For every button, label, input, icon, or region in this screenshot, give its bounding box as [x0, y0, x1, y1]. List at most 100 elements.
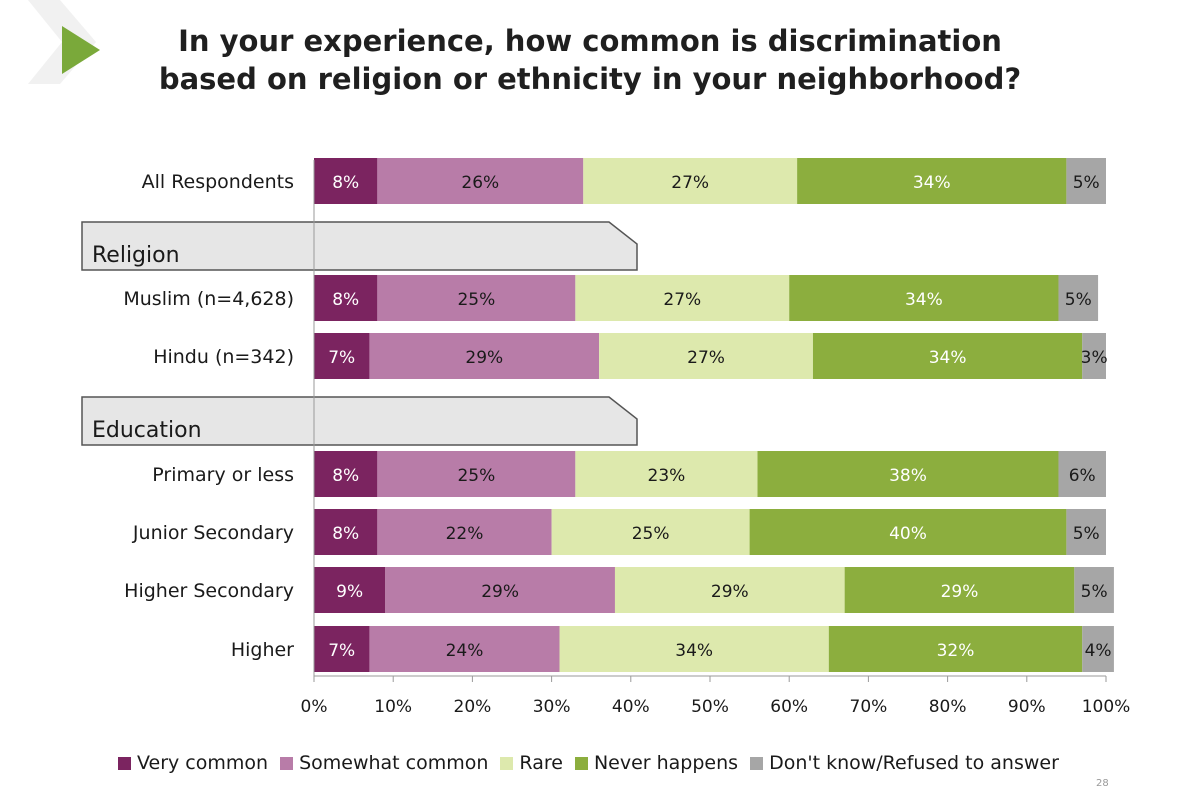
data-label: 5% — [1073, 524, 1100, 544]
row-label: Muslim (n=4,628) — [123, 288, 294, 310]
title-line-2: based on religion or ethnicity in your n… — [158, 62, 1022, 96]
data-label: 5% — [1081, 582, 1108, 602]
data-label: 27% — [663, 290, 701, 310]
row-label: All Respondents — [142, 171, 294, 193]
legend-item: Somewhat common — [280, 752, 488, 774]
data-label: 29% — [711, 582, 749, 602]
chart-legend: Very common Somewhat common Rare Never happ… — [118, 752, 1178, 774]
data-label: 34% — [929, 348, 967, 368]
bar-segment — [377, 158, 584, 204]
bar-segment — [551, 509, 750, 555]
bar-segment — [1066, 509, 1106, 555]
legend-swatch — [500, 756, 514, 770]
data-label: 7% — [328, 348, 355, 368]
x-tick-label: 30% — [533, 697, 571, 717]
bar-segment — [559, 626, 829, 672]
bar-segment — [1066, 158, 1106, 204]
data-label: 29% — [941, 582, 979, 602]
bar-segment — [1074, 567, 1114, 613]
data-label: 27% — [687, 348, 725, 368]
data-label: 34% — [905, 290, 943, 310]
bar-segment — [1082, 333, 1106, 379]
bar-segment — [575, 451, 758, 497]
data-label: 7% — [328, 641, 355, 661]
legend-label: Very common — [137, 752, 269, 774]
data-label: 24% — [446, 641, 484, 661]
data-label: 9% — [336, 582, 363, 602]
data-label: 23% — [648, 466, 686, 486]
data-label: 29% — [465, 348, 503, 368]
legend-label: Rare — [519, 752, 563, 774]
data-label: 26% — [461, 173, 499, 193]
data-label: 6% — [1069, 466, 1096, 486]
bar-segment — [749, 509, 1067, 555]
bar-segment — [314, 275, 378, 321]
bar-segment — [314, 626, 370, 672]
legend-item: Don't know/Refused to answer — [750, 752, 1059, 774]
data-label: 25% — [632, 524, 670, 544]
x-tick-label: 0% — [301, 697, 328, 717]
bar-segment — [314, 451, 378, 497]
legend-item: Rare — [500, 752, 563, 774]
bar-segment — [1082, 626, 1114, 672]
legend-item: Very common — [118, 752, 268, 774]
bar-segment — [828, 626, 1083, 672]
row-label: Higher — [231, 639, 294, 661]
bar-segment — [812, 333, 1083, 379]
page-number: 28 — [1096, 778, 1109, 789]
bar-segment — [757, 451, 1059, 497]
bar-segment — [575, 275, 790, 321]
bar-segment — [844, 567, 1075, 613]
bar-segment — [614, 567, 845, 613]
data-label: 5% — [1073, 173, 1100, 193]
data-label: 25% — [457, 290, 495, 310]
bar-segment — [377, 451, 576, 497]
legend-label: Never happens — [593, 752, 739, 774]
bar-segment — [1058, 275, 1099, 321]
row-label: Hindu (n=342) — [153, 346, 294, 368]
bar-segment — [314, 509, 378, 555]
legend-swatch — [574, 756, 588, 770]
legend-label: Don't know/Refused to answer — [769, 752, 1059, 774]
stacked-bar-chart: All Respondents 8% 26% 27% 34% 5% Religion Musl… — [81, 158, 1131, 717]
legend-swatch — [118, 756, 131, 770]
bar-segment — [377, 509, 552, 555]
data-label: 34% — [913, 173, 951, 193]
data-label: 25% — [457, 466, 495, 486]
bar-segment — [1058, 451, 1106, 497]
data-label: 8% — [332, 290, 359, 310]
bar-segment — [789, 275, 1059, 321]
x-tick-label: 100% — [1082, 697, 1131, 717]
legend-swatch — [280, 756, 294, 770]
x-tick-label: 40% — [612, 697, 650, 717]
row-label: Higher Secondary — [124, 580, 294, 602]
section-tab — [81, 221, 638, 271]
legend-label: Somewhat common — [299, 752, 489, 774]
chart-title: In your experience, how common is discri… — [110, 22, 1070, 98]
data-label: 8% — [332, 173, 359, 193]
row-label: Junior Secondary — [132, 522, 294, 544]
data-label: 8% — [332, 466, 359, 486]
data-label: 29% — [481, 582, 519, 602]
legend-item: Never happens — [574, 752, 739, 774]
section-label: Religion — [92, 243, 180, 268]
data-label: 38% — [889, 466, 927, 486]
x-tick-label: 80% — [929, 697, 967, 717]
bar-segment — [314, 567, 386, 613]
data-label: 22% — [446, 524, 484, 544]
bar-segment — [314, 158, 378, 204]
x-tick-label: 70% — [850, 697, 888, 717]
data-label: 5% — [1065, 290, 1092, 310]
data-label: 8% — [332, 524, 359, 544]
bar-segment — [314, 333, 370, 379]
green-arrow-icon — [62, 26, 100, 74]
data-label: 4% — [1085, 641, 1112, 661]
slide-decoration — [28, 0, 100, 84]
section-label: Education — [92, 418, 202, 443]
x-tick-label: 50% — [691, 697, 729, 717]
x-tick-label: 60% — [770, 697, 808, 717]
data-label: 40% — [889, 524, 927, 544]
x-tick-label: 20% — [454, 697, 492, 717]
data-label: 27% — [671, 173, 709, 193]
bar-segment — [599, 333, 813, 379]
